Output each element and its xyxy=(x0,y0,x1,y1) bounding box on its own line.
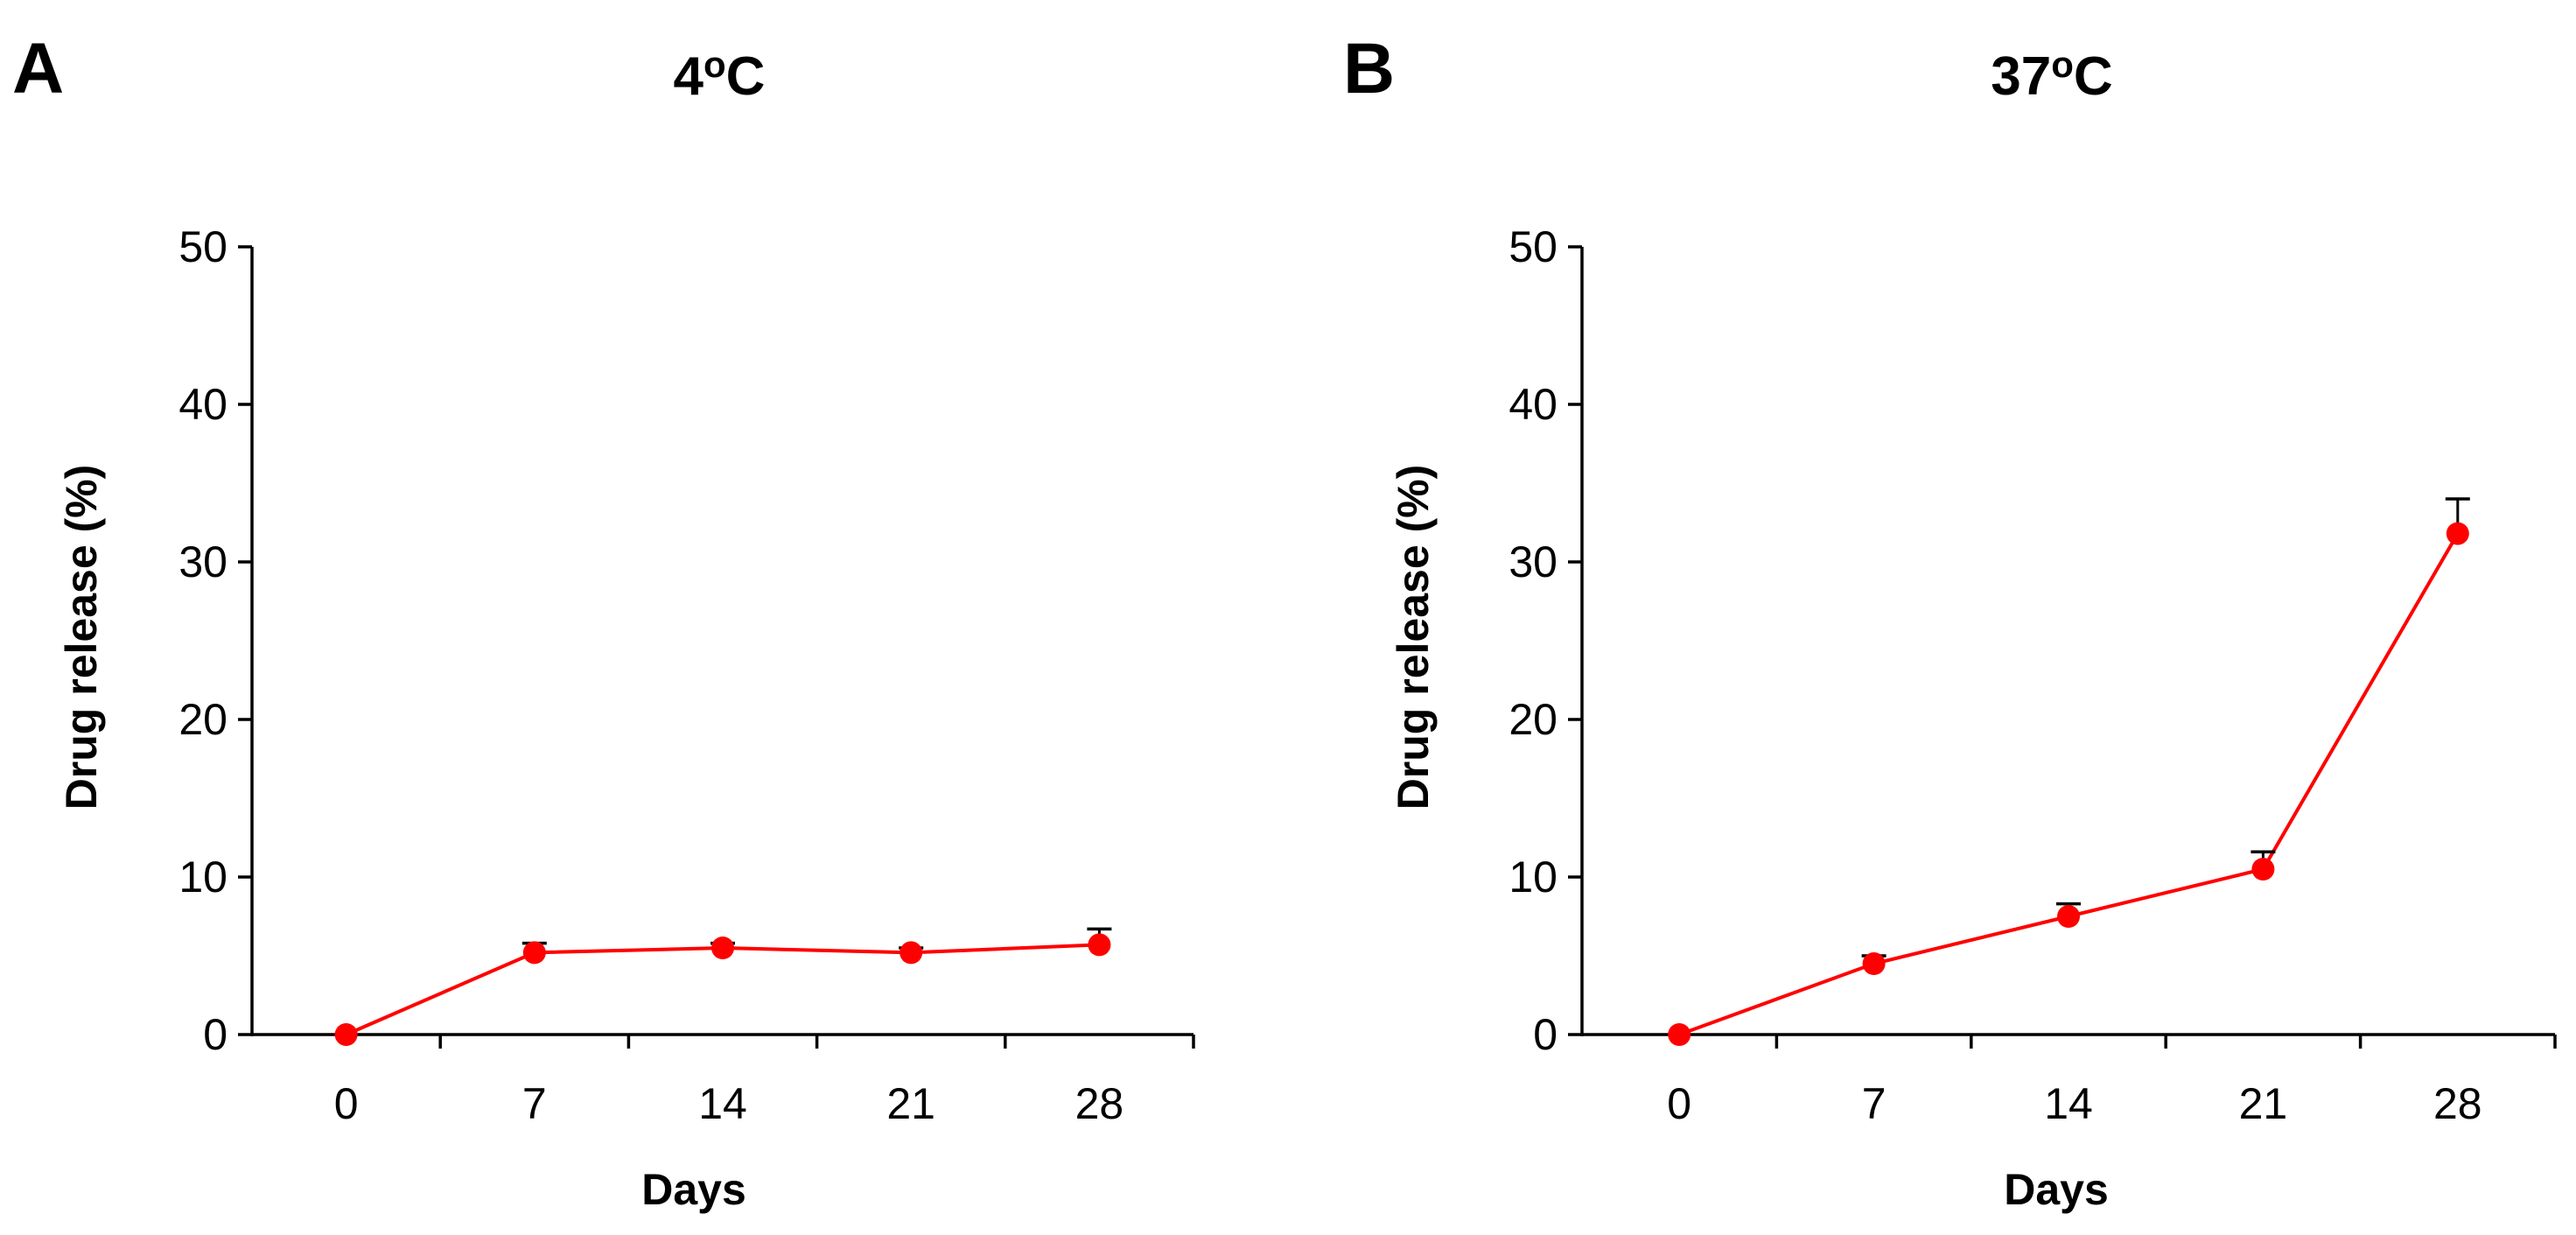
x-tick-label-a: 7 xyxy=(522,1079,547,1128)
y-tick-label-b: 30 xyxy=(1508,537,1558,586)
y-ticks-a: 0 10 20 30 40 50 xyxy=(178,222,252,1059)
y-tick-label-a: 50 xyxy=(178,222,228,271)
x-ticks-a: 0 7 14 21 28 xyxy=(334,1035,1195,1128)
title-degree-b: o xyxy=(2051,44,2074,85)
y-tick-label-a: 10 xyxy=(178,853,228,902)
title-value-a: 4 xyxy=(674,46,704,107)
x-ticks-b: 0 7 14 21 28 xyxy=(1667,1035,2557,1128)
data-point-a xyxy=(900,941,923,965)
data-point-b xyxy=(2251,858,2275,881)
x-tick-label-b: 14 xyxy=(2044,1079,2093,1128)
data-point-b xyxy=(1862,952,1886,975)
data-point-a xyxy=(522,941,546,965)
title-unit-a: C xyxy=(726,46,766,107)
y-tick-label-a: 0 xyxy=(203,1010,228,1059)
y-tick-label-a: 40 xyxy=(178,380,228,429)
y-tick-label-a: 30 xyxy=(178,537,228,586)
data-point-a xyxy=(334,1023,358,1046)
data-point-a xyxy=(711,937,734,959)
panel-b: B 37oC Drug release (%) Days 0 10 20 30 40 50… xyxy=(1343,29,2557,1214)
y-tick-label-b: 50 xyxy=(1508,222,1558,271)
x-tick-label-a: 0 xyxy=(334,1079,359,1128)
y-tick-label-b: 10 xyxy=(1508,853,1558,902)
y-tick-label-b: 40 xyxy=(1508,380,1558,429)
y-tick-label-a: 20 xyxy=(178,695,228,744)
x-tick-label-b: 28 xyxy=(2433,1079,2482,1128)
y-tick-label-b: 20 xyxy=(1508,695,1558,744)
series-line-b xyxy=(1678,532,2460,1036)
x-tick-label-a: 28 xyxy=(1075,1079,1124,1128)
x-tick-label-b: 7 xyxy=(1862,1079,1886,1128)
x-tick-label-b: 0 xyxy=(1667,1079,1691,1128)
y-tick-label-b: 0 xyxy=(1533,1010,1558,1059)
data-point-b xyxy=(2446,522,2469,545)
data-point-b xyxy=(1668,1023,1691,1046)
x-axis-label-b: Days xyxy=(2004,1165,2109,1214)
title-degree-a: o xyxy=(704,44,726,85)
panel-title-b: 37oC xyxy=(1991,44,2112,107)
y-ticks-b: 0 10 20 30 40 50 xyxy=(1508,222,1582,1059)
x-axis-label-a: Days xyxy=(641,1165,746,1214)
data-point-a xyxy=(1088,933,1111,957)
panel-a: A 4oC Drug release (%) Days 01020304050 … xyxy=(12,29,1195,1214)
data-point-b xyxy=(2057,905,2080,928)
title-unit-b: C xyxy=(2074,46,2113,107)
panel-title-a: 4oC xyxy=(674,44,766,107)
panel-letter-a: A xyxy=(12,29,64,109)
x-tick-label-a: 14 xyxy=(698,1079,747,1128)
title-value-b: 37 xyxy=(1991,46,2051,107)
x-tick-label-a: 21 xyxy=(886,1079,935,1128)
x-tick-label-b: 21 xyxy=(2239,1079,2288,1128)
panel-letter-b: B xyxy=(1343,29,1395,109)
y-axis-label-a: Drug release (%) xyxy=(57,465,106,810)
plot-area-a xyxy=(334,927,1112,1046)
y-axis-label-b: Drug release (%) xyxy=(1389,465,1438,810)
plot-area-b xyxy=(1668,497,2470,1046)
